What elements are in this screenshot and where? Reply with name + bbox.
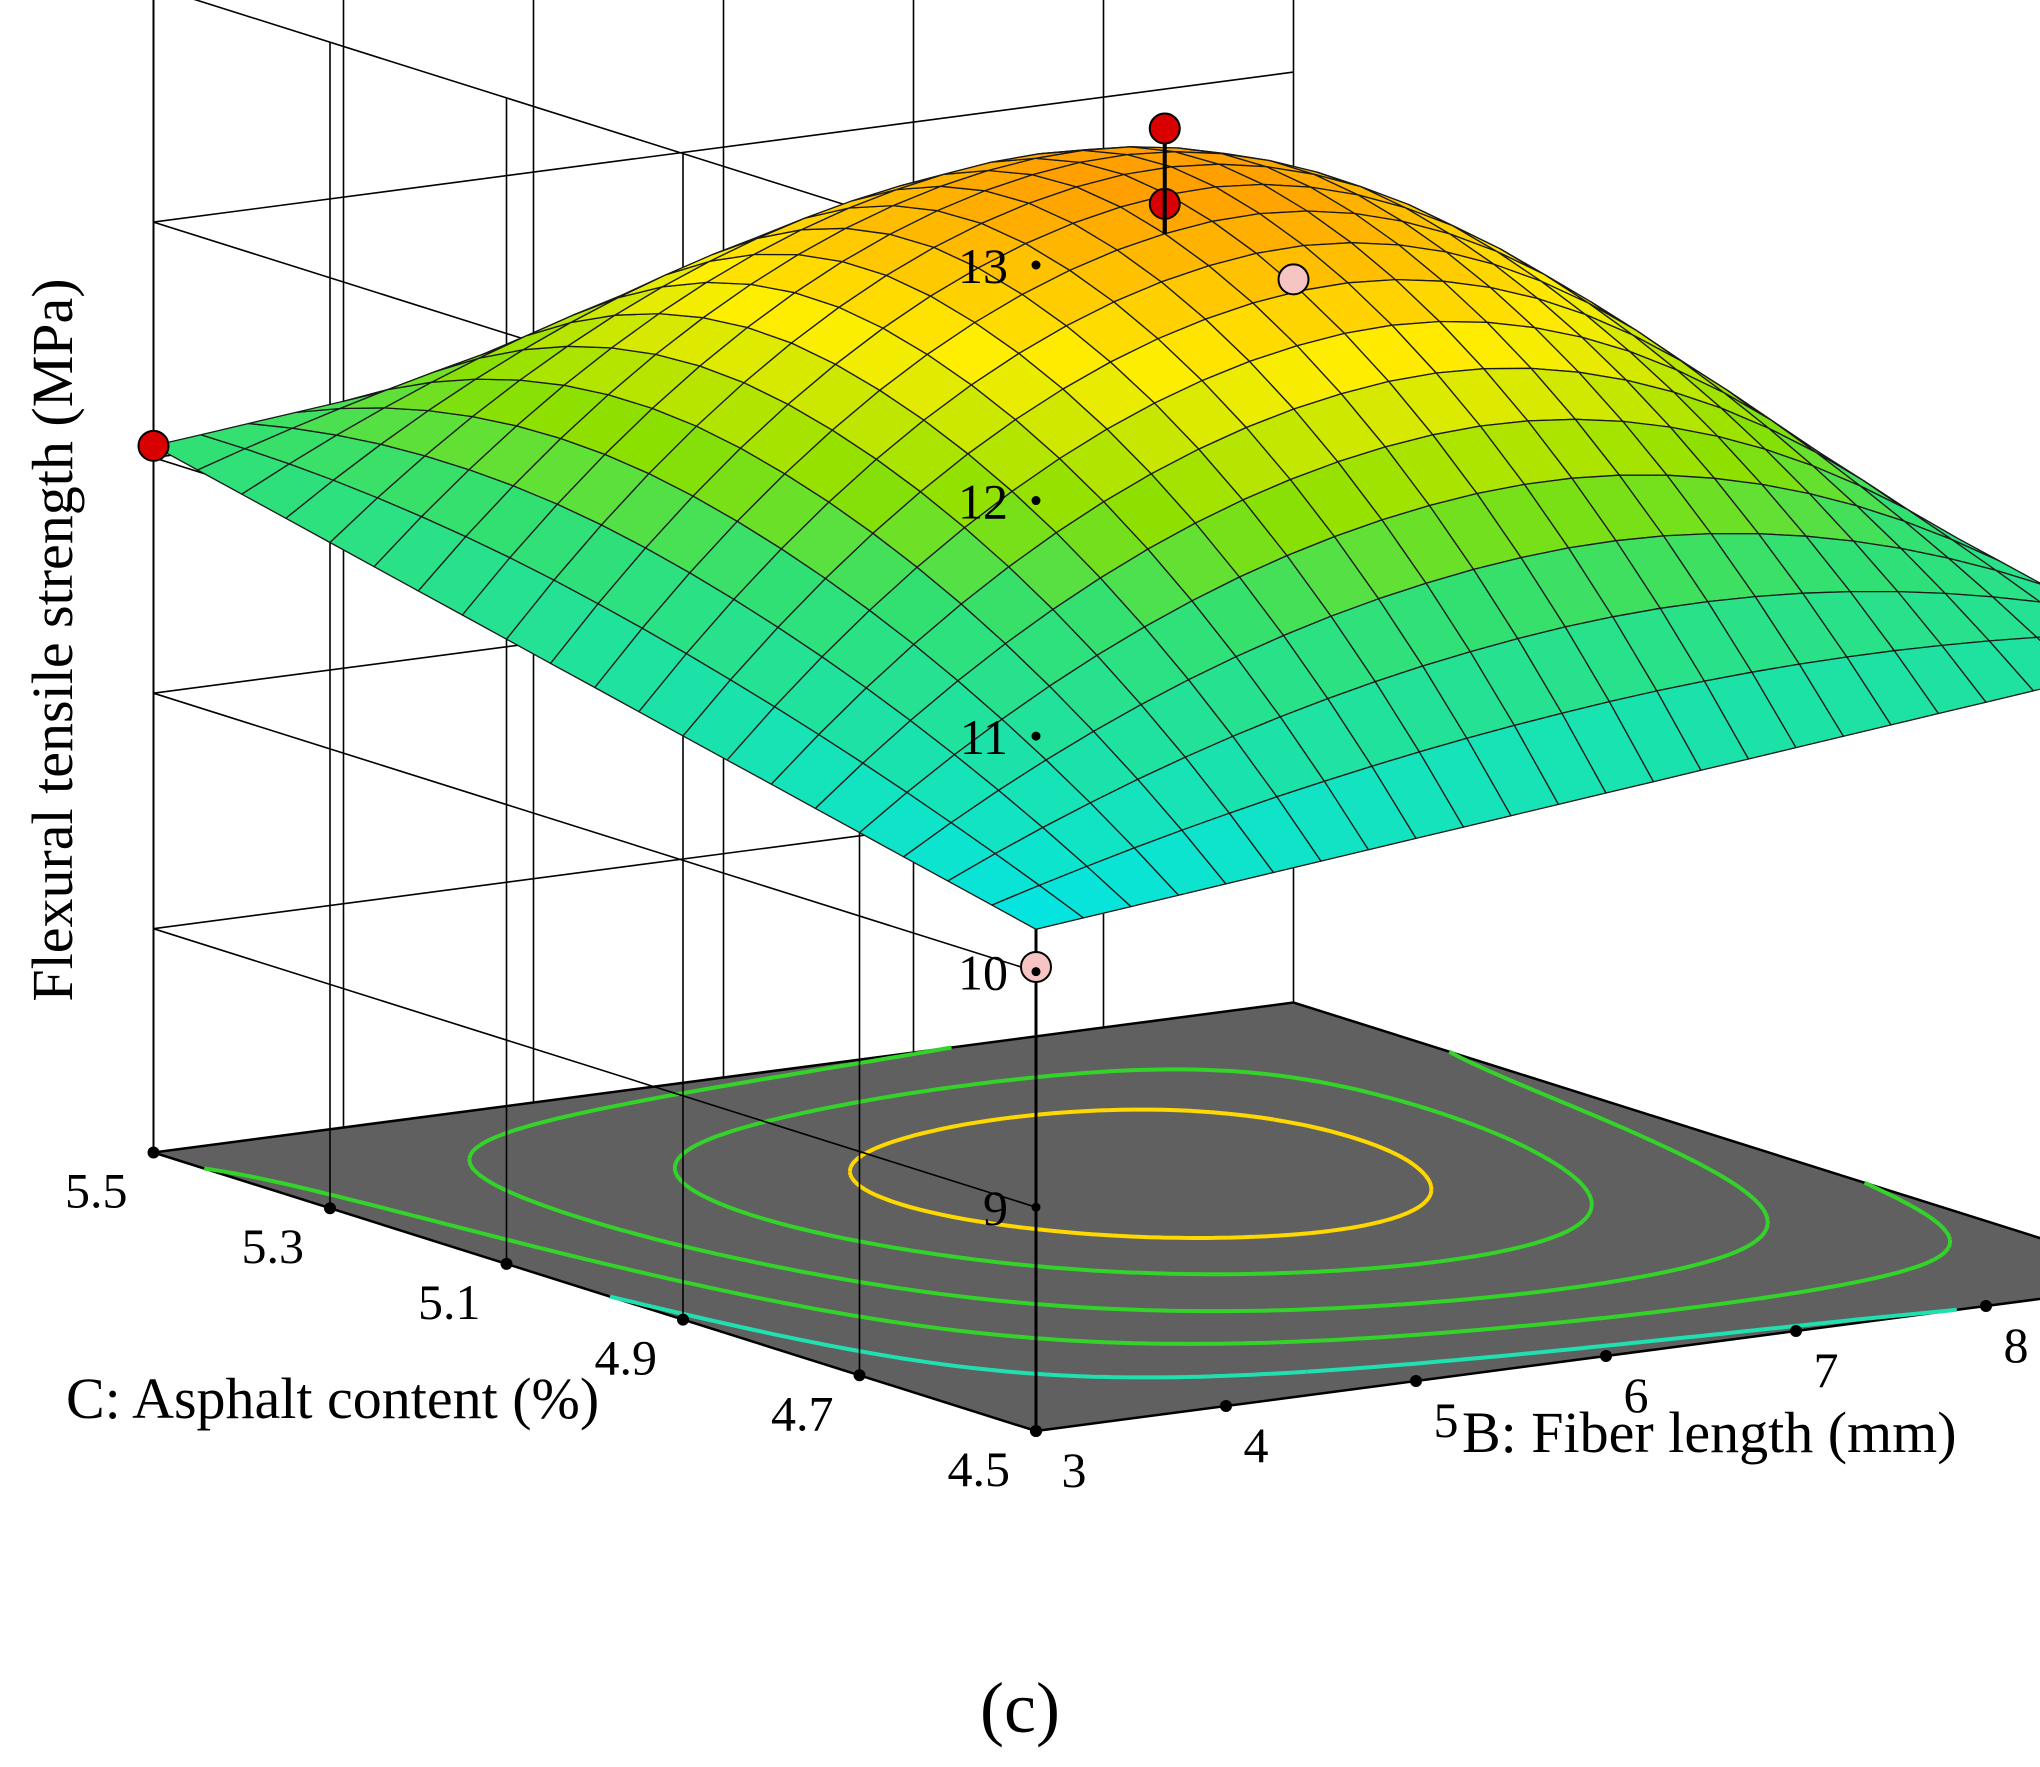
z-tick-mark [1031,496,1041,506]
design-point-2 [1277,263,1310,296]
z-tick-label: 12 [958,474,1008,530]
b-tick-label: 5 [1434,1392,1459,1448]
floor-contour-4 [847,1107,1434,1240]
c-tick-mark [500,1257,513,1270]
c-tick-label: 4.7 [771,1385,834,1441]
z-tick-label: 11 [960,709,1008,765]
c-tick-mark [853,1369,866,1382]
c-tick-label: 5.5 [65,1163,128,1219]
c-tick-label: 4.9 [595,1330,658,1386]
b-tick-label: 8 [2004,1317,2029,1373]
b-axis-label: B: Fiber length (mm) [1462,1400,1957,1465]
z-tick-mark [1031,260,1041,270]
z-tick-label: 9 [983,1180,1008,1236]
b-tick-mark [1600,1350,1612,1362]
b-tick-label: 4 [1244,1417,1269,1473]
floor-contour-1 [203,1166,1952,1346]
panel-label: (c) [980,1668,1060,1748]
surface-cell [1995,569,2040,603]
c-tick-label: 5.3 [242,1218,305,1274]
axis-ticks: 91011121334567894.54.74.95.15.35.5 [65,238,2029,1498]
c-tick-mark [1030,1425,1042,1437]
design-point-4 [1148,112,1181,145]
b-tick-mark [1790,1325,1802,1337]
b-tick-label: 7 [1814,1342,1839,1398]
c-tick-mark [324,1202,336,1215]
z-tick-mark [1031,1202,1041,1212]
b-tick-mark [1980,1300,1992,1312]
surface-cell [2036,636,2040,642]
c-tick-label: 5.1 [418,1274,481,1330]
design-points [137,112,1310,983]
z-axis-label: Flexural tensile strength (MPa) [20,278,85,1001]
b-tick-label: 6 [1624,1367,1649,1423]
design-point-1 [1020,950,1052,983]
surface-cell [1992,596,2040,638]
floor-contour-0 [609,1294,1957,1380]
z-tick-label: 10 [958,945,1008,1001]
z-tick-label: 13 [958,238,1008,294]
c-tick-mark [677,1313,689,1326]
design-point-0 [137,429,170,462]
floor-contour-plane [153,1001,2040,1433]
b-tick-mark [1410,1375,1422,1387]
c-tick-mark [147,1146,160,1159]
c-tick-label: 4.5 [948,1441,1011,1497]
c-axis-label: C: Asphalt content (%) [66,1366,599,1431]
b-tick-mark [1220,1400,1232,1412]
floor-contour-2 [467,1045,1770,1314]
wall-hline [193,0,1037,266]
z-tick-mark [1031,731,1041,741]
z-tick-mark [1031,967,1041,977]
b-tick-label: 3 [1062,1442,1087,1498]
response-surface [152,146,2040,930]
